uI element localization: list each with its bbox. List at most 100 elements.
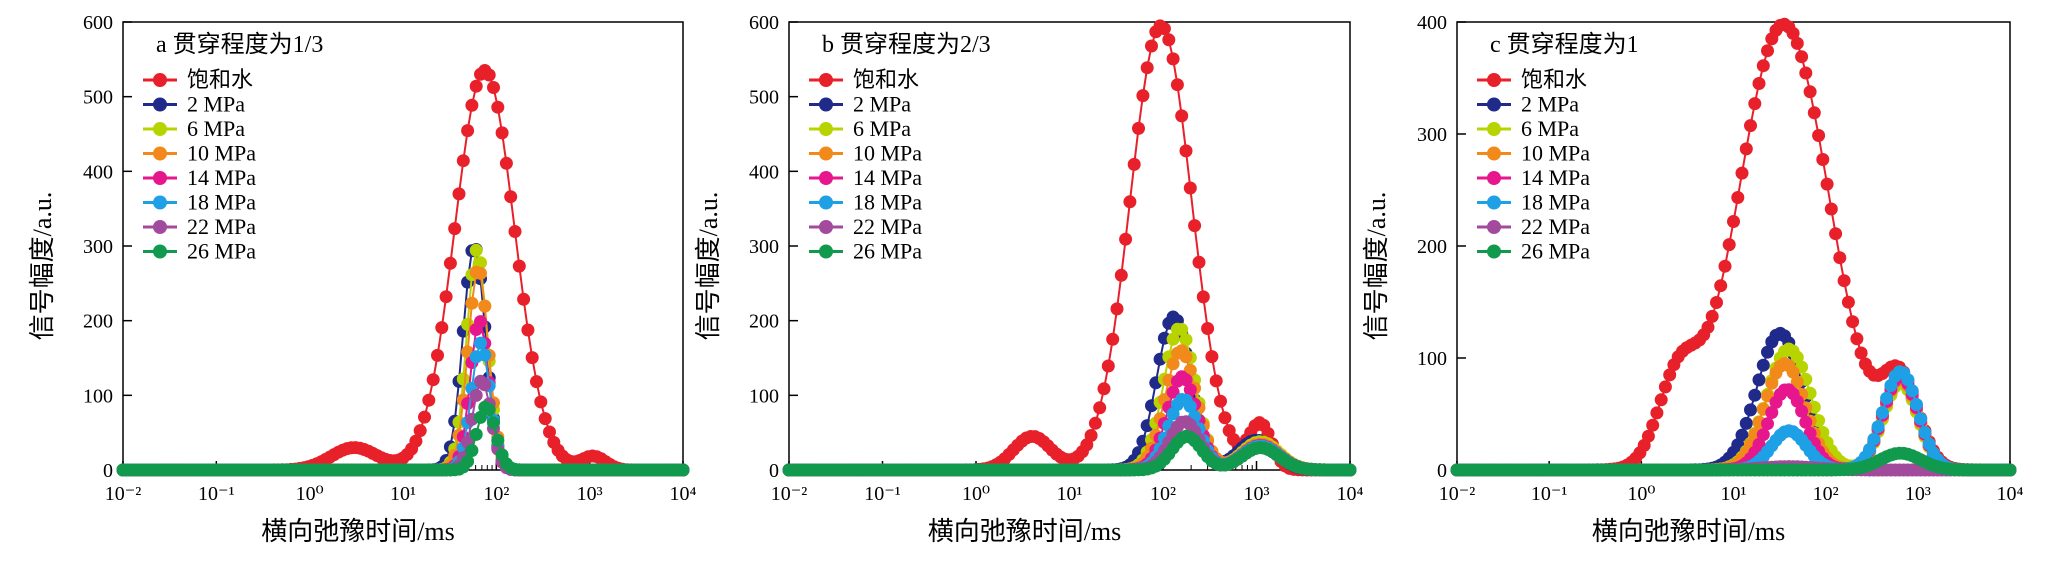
chart-panel-b: 10⁻² 10⁻¹ 10⁰ 10¹ 10² 10³ 10⁴ 0 100 200 300 400 500 6… bbox=[694, 12, 1364, 546]
legend-label: 饱和水 bbox=[853, 67, 919, 92]
data-point bbox=[1162, 33, 1176, 47]
y-tick-label: 400 bbox=[1417, 12, 1447, 34]
data-point bbox=[443, 256, 457, 270]
legend-swatch-marker bbox=[819, 122, 833, 136]
data-point bbox=[1196, 290, 1210, 304]
x-tick-label: 10⁻² bbox=[1439, 483, 1476, 505]
data-point bbox=[426, 373, 440, 387]
data-point bbox=[1744, 119, 1757, 133]
data-point bbox=[508, 225, 522, 238]
data-point bbox=[1188, 219, 1202, 233]
data-point bbox=[1646, 418, 1660, 432]
legend-label: 14 MPa bbox=[1521, 165, 1590, 190]
x-tick-label: 10⁻¹ bbox=[864, 483, 901, 505]
data-point bbox=[482, 68, 496, 82]
legend-swatch-marker bbox=[1487, 244, 1501, 259]
data-point bbox=[676, 463, 690, 477]
data-point bbox=[1761, 44, 1774, 58]
legend-label: 10 MPa bbox=[1521, 141, 1590, 166]
data-point bbox=[1641, 429, 1655, 443]
data-point bbox=[1106, 332, 1120, 346]
data-point bbox=[499, 156, 513, 170]
legend-swatch-marker bbox=[153, 73, 167, 87]
data-point bbox=[465, 444, 479, 457]
data-point bbox=[1175, 323, 1189, 336]
data-point bbox=[1803, 85, 1817, 99]
data-point bbox=[495, 126, 509, 140]
data-point bbox=[1654, 393, 1668, 407]
data-point bbox=[478, 348, 492, 362]
data-point bbox=[461, 124, 475, 138]
series-line bbox=[123, 248, 683, 471]
legend-swatch-marker bbox=[153, 171, 167, 185]
data-point bbox=[1799, 66, 1813, 80]
legend-label: 2 MPa bbox=[1521, 92, 1579, 117]
x-tick-label: 10² bbox=[1150, 483, 1176, 505]
data-point bbox=[1756, 59, 1770, 73]
data-point bbox=[474, 266, 487, 280]
x-tick-label: 10⁻¹ bbox=[1531, 483, 1568, 505]
data-point bbox=[1790, 350, 1804, 364]
x-tick-label: 10² bbox=[483, 483, 509, 505]
legend-label: 18 MPa bbox=[187, 190, 256, 215]
x-tick-label: 10⁰ bbox=[296, 483, 324, 505]
data-point bbox=[543, 425, 556, 439]
data-point bbox=[517, 292, 531, 306]
data-point bbox=[487, 416, 500, 430]
legend-swatch-marker bbox=[153, 220, 167, 234]
data-point bbox=[1119, 232, 1133, 246]
legend-swatch-marker bbox=[153, 195, 167, 210]
data-point bbox=[1790, 375, 1804, 389]
data-point bbox=[1752, 373, 1766, 387]
y-tick-label: 400 bbox=[749, 161, 779, 183]
data-point bbox=[1650, 406, 1664, 420]
data-point bbox=[1918, 426, 1932, 439]
data-point bbox=[1088, 416, 1102, 430]
data-point bbox=[1748, 97, 1762, 111]
x-tick-label: 10¹ bbox=[390, 483, 416, 505]
y-tick-label: 200 bbox=[1417, 236, 1447, 258]
x-tick-label: 10⁴ bbox=[1997, 483, 2024, 505]
data-point bbox=[1812, 129, 1826, 142]
legend-swatch-marker bbox=[1487, 171, 1501, 185]
data-point bbox=[1166, 385, 1180, 399]
legend-label: 18 MPa bbox=[853, 190, 922, 215]
chart-panel-a: 10⁻² 10⁻¹ 10⁰ 10¹ 10² 10³ 10⁴ 0 100 200 300 400 500 6… bbox=[28, 12, 697, 546]
x-tick-label: 10⁰ bbox=[962, 483, 990, 505]
data-point bbox=[1214, 394, 1227, 408]
data-point bbox=[1710, 296, 1723, 309]
data-point bbox=[491, 100, 505, 114]
x-tick-label: 10⁰ bbox=[1627, 483, 1655, 505]
data-point bbox=[1850, 332, 1864, 346]
data-point bbox=[1136, 89, 1150, 103]
data-point bbox=[409, 434, 423, 448]
y-tick-label: 300 bbox=[749, 236, 779, 258]
data-point bbox=[1846, 315, 1860, 329]
data-point bbox=[1880, 391, 1894, 405]
data-point bbox=[504, 190, 518, 204]
data-point bbox=[1799, 415, 1813, 429]
series-26-MPa bbox=[1450, 446, 2017, 477]
data-point bbox=[1765, 376, 1779, 390]
data-point bbox=[1735, 428, 1749, 442]
data-point bbox=[469, 427, 483, 441]
data-point bbox=[418, 410, 431, 424]
data-point bbox=[465, 98, 479, 112]
x-tick-label: 10⁻² bbox=[771, 483, 808, 505]
data-point bbox=[521, 323, 535, 337]
data-point bbox=[1786, 26, 1800, 40]
data-point bbox=[1209, 374, 1223, 388]
data-point bbox=[1727, 215, 1740, 228]
data-point bbox=[1201, 322, 1215, 335]
data-point bbox=[435, 321, 449, 335]
data-point bbox=[1218, 411, 1232, 425]
data-point bbox=[1829, 227, 1843, 241]
series-26-MPa bbox=[116, 400, 690, 477]
x-tick-label: 10⁻¹ bbox=[198, 483, 235, 505]
series-6-MPa bbox=[116, 243, 690, 477]
legend-label: 26 MPa bbox=[853, 239, 922, 264]
x-axis-label: 横向弛豫时间/ms bbox=[1592, 517, 1786, 546]
legend-swatch-marker bbox=[1487, 73, 1501, 87]
